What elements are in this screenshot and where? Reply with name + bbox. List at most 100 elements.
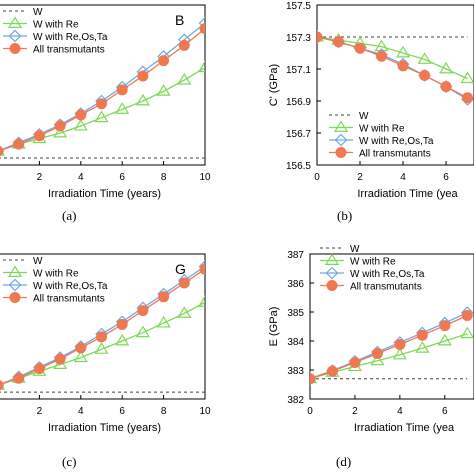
y-axis-label-b: C' (GPa) — [268, 64, 280, 106]
data-point-w-with-re-a — [177, 72, 192, 85]
legend-marker-w-with-re-os-ta-a — [8, 29, 22, 43]
data-point-all-transmutants-d — [371, 347, 383, 359]
legend-marker-all-transmutants-b — [335, 147, 347, 158]
x-axis-label-d: Irradiation Time (yea — [354, 422, 455, 434]
chart-panel-c: 2 4 6 8 10 Irradiation Time (years) G W W with R… — [0, 253, 211, 434]
x-tick-label-b: 6 — [443, 172, 449, 183]
series-line-w-with-re-a — [0, 67, 205, 152]
data-point-all-transmutants-a — [96, 98, 107, 110]
y-tick-label-b: 157.5 — [286, 1, 311, 12]
data-point-all-transmutants-b — [376, 50, 388, 62]
series-group-b — [317, 29, 474, 106]
data-point-all-transmutants-a — [75, 109, 87, 121]
plot-frame-b — [316, 4, 474, 166]
data-point-all-transmutants-c — [137, 305, 149, 317]
series-group-d — [310, 306, 474, 386]
data-point-all-transmutants-a — [178, 39, 190, 51]
legend-label-w-b: W — [359, 111, 369, 122]
x-tick-label-c: 10 — [199, 406, 211, 417]
data-point-w-with-re-d — [392, 347, 407, 360]
data-point-w-with-re-a — [73, 118, 88, 131]
chart-panel-b: 0 2 4 6 156.5 156.7 156.9 157.1 157.3 157.5 Irradi… — [268, 1, 474, 200]
legend-marker-all-transmutants-d — [326, 280, 338, 291]
legend-marker-all-transmutants-c — [9, 292, 21, 303]
x-tick-label-a: 10 — [199, 172, 211, 183]
data-point-all-transmutants-c — [54, 353, 66, 365]
data-point-w-with-re-c — [73, 350, 88, 363]
x-tick-label-c: 2 — [37, 406, 43, 417]
y-tick-label-b: 157.3 — [286, 33, 311, 44]
legend-label-w-with-re-b: W with Re — [359, 124, 405, 135]
data-point-w-with-re-a — [156, 84, 171, 96]
data-point-all-transmutants-a — [13, 138, 25, 150]
legend-label-w-with-re-os-ta-b: W with Re,Os,Ta — [359, 136, 434, 147]
x-axis-label-a: Irradiation Time (years) — [48, 188, 161, 200]
legend-label-w-with-re-c: W with Re — [33, 269, 79, 280]
x-tick-label-c: 4 — [78, 406, 84, 417]
x-tick-label-a: 8 — [161, 172, 167, 183]
legend-label-all-transmutants-d: All transmutants — [350, 282, 422, 293]
data-point-all-transmutants-c — [13, 372, 25, 384]
data-point-all-transmutants-b — [440, 81, 452, 93]
data-point-all-transmutants-c — [96, 331, 107, 343]
y-tick-label-d: 382 — [287, 395, 304, 406]
data-point-w-with-re-c — [94, 342, 109, 354]
data-point-w-with-re-a — [135, 93, 150, 106]
y-tick-label-b: 157.1 — [286, 65, 311, 76]
data-point-w-with-re-b — [395, 45, 411, 58]
data-point-all-transmutants-c — [178, 277, 190, 289]
data-point-all-transmutants-a — [54, 120, 66, 132]
data-point-all-transmutants-a — [116, 84, 128, 96]
series-line-w-with-re-c — [0, 301, 205, 386]
data-point-w-with-re-c — [115, 333, 130, 346]
panel-letter-a: B — [175, 12, 184, 28]
plot-frame-d — [309, 253, 474, 400]
y-tick-label-b: 156.5 — [286, 161, 311, 172]
chart-panel-a: 2 4 6 8 10 Irradiation Time (years) B W W with R… — [0, 4, 211, 200]
data-point-all-transmutants-c — [116, 318, 128, 330]
data-point-w-with-re-a — [197, 60, 205, 73]
data-point-all-transmutants-d — [461, 309, 473, 321]
data-point-all-transmutants-a — [158, 55, 170, 67]
legend-marker-w-with-re-os-ta-b — [334, 133, 348, 147]
y-tick-label-d: 384 — [287, 337, 304, 348]
x-tick-label-d: 0 — [307, 406, 313, 417]
caption-c: (c) — [62, 454, 77, 469]
data-point-all-transmutants-c — [158, 291, 170, 303]
y-tick-label-d: 383 — [287, 366, 304, 377]
plot-frame-a — [0, 4, 206, 166]
x-tick-label-d: 4 — [397, 406, 403, 417]
legend-label-w-c: W — [33, 256, 43, 267]
data-point-all-transmutants-b — [354, 42, 366, 54]
y-tick-label-d: 386 — [287, 279, 304, 290]
data-point-all-transmutants-b — [419, 69, 431, 81]
y-axis-label-d: E (GPa) — [268, 307, 280, 347]
data-point-all-transmutants-b — [317, 31, 323, 43]
y-tick-label-d: 385 — [287, 308, 304, 319]
data-point-all-transmutants-a — [0, 145, 4, 157]
plot-frame-c — [0, 253, 206, 400]
data-point-all-transmutants-d — [310, 373, 316, 385]
data-point-w-with-re-os-ta-c — [198, 260, 205, 273]
data-point-w-with-re-b — [460, 71, 474, 84]
legend-label-all-transmutants-b: All transmutants — [359, 149, 431, 160]
legend-label-w-with-re-os-ta-a: W with Re,Os,Ta — [33, 32, 108, 43]
legend-label-w-with-re-a: W with Re — [33, 20, 79, 31]
data-point-all-transmutants-c — [199, 263, 205, 275]
legend-label-all-transmutants-a: All transmutants — [33, 45, 105, 56]
data-point-all-transmutants-a — [137, 70, 149, 82]
x-tick-label-a: 6 — [119, 172, 125, 183]
data-point-w-with-re-d — [460, 326, 474, 339]
panel-letter-c: G — [175, 261, 186, 277]
data-point-w-with-re-a — [115, 102, 130, 114]
data-point-w-with-re-b — [374, 39, 389, 52]
data-point-w-with-re-c — [156, 315, 171, 328]
data-point-w-with-re-os-ta-a — [198, 16, 205, 30]
x-axis-label-b: Irradiation Time (yea — [357, 188, 458, 200]
data-point-all-transmutants-c — [75, 342, 87, 354]
legend-marker-all-transmutants-a — [9, 43, 21, 54]
y-tick-label-d: 387 — [287, 250, 304, 261]
data-point-all-transmutants-b — [397, 60, 409, 72]
legend-label-w-with-re-os-ta-d: W with Re,Os,Ta — [350, 269, 425, 280]
